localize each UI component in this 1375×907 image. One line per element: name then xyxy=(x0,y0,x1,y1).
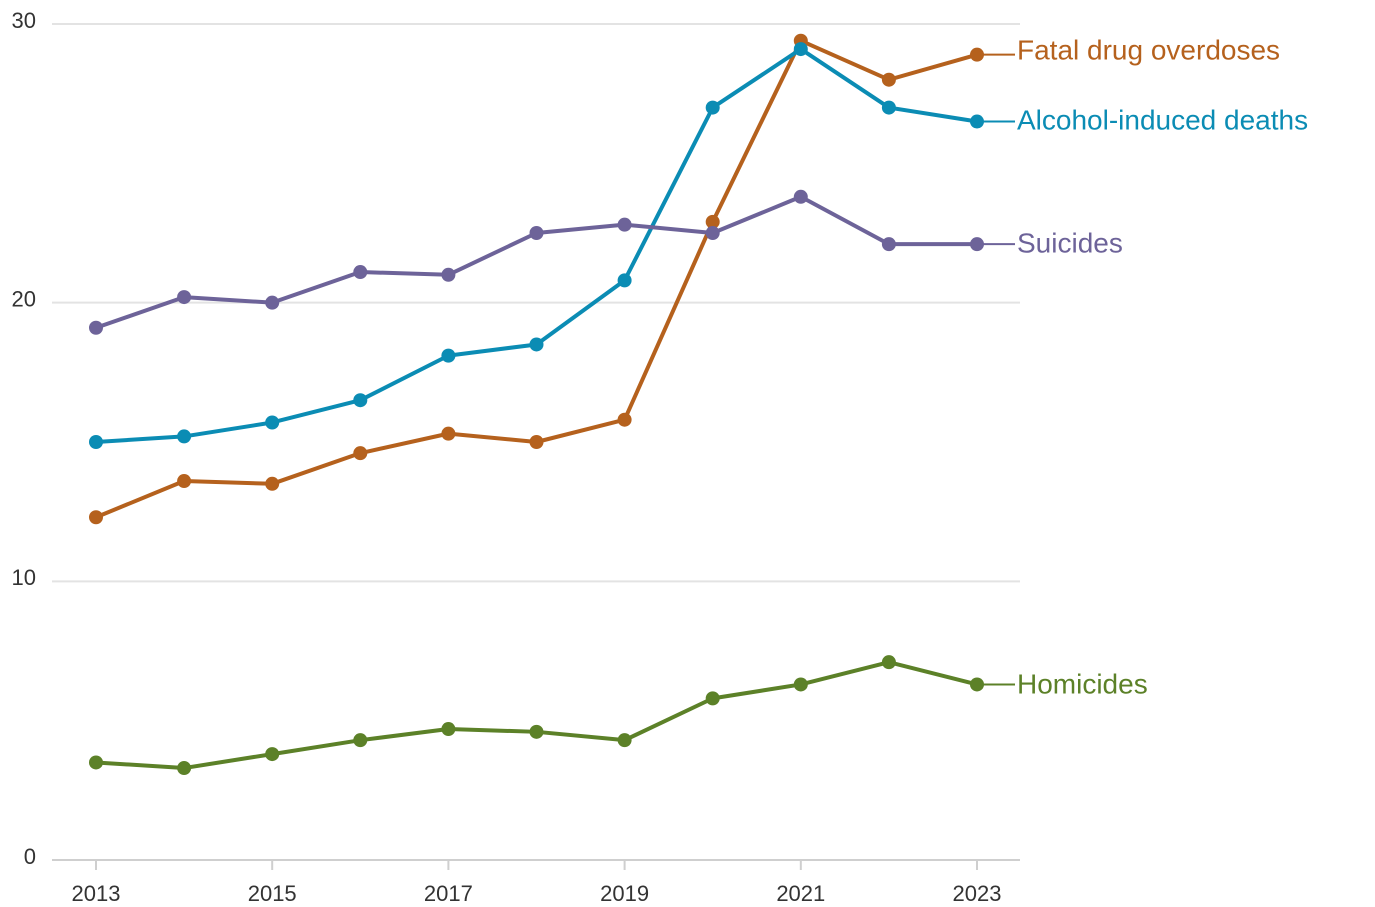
data-point xyxy=(265,415,280,430)
series-label: Fatal drug overdoses xyxy=(1017,34,1280,65)
data-point xyxy=(529,337,544,352)
data-point xyxy=(881,237,896,252)
data-point xyxy=(529,226,544,240)
x-tick-label: 2019 xyxy=(600,881,649,906)
series-line xyxy=(94,194,979,330)
data-point xyxy=(89,435,103,449)
x-tick-label: 2013 xyxy=(72,881,121,906)
data-point xyxy=(353,446,368,461)
data-point xyxy=(353,393,368,408)
data-point xyxy=(705,691,720,706)
data-point xyxy=(970,237,984,252)
x-tick-label: 2017 xyxy=(424,881,473,906)
data-point xyxy=(793,42,808,57)
data-point xyxy=(353,733,368,748)
data-point xyxy=(881,72,896,87)
y-tick-label: 30 xyxy=(12,8,36,33)
data-point xyxy=(441,267,456,282)
series-fatal-drug-overdoses xyxy=(89,33,984,525)
data-point xyxy=(705,226,720,240)
data-point xyxy=(705,214,720,229)
data-point xyxy=(970,114,984,129)
y-tick-label: 0 xyxy=(24,844,36,869)
gridlines xyxy=(52,23,1020,861)
data-point xyxy=(970,677,984,692)
data-point xyxy=(89,320,103,335)
data-point xyxy=(89,510,103,525)
series-label: Alcohol-induced deaths xyxy=(1017,104,1308,135)
data-point xyxy=(441,426,456,441)
axes: 0 10 20 30 2013 2015 2017 2019 2021 2023 xyxy=(12,8,1002,906)
data-point xyxy=(881,100,896,115)
data-point xyxy=(353,265,368,280)
data-point xyxy=(617,412,632,427)
series-line xyxy=(94,47,979,444)
data-point xyxy=(529,724,544,739)
data-point xyxy=(793,677,808,692)
data-point xyxy=(177,761,192,776)
data-point xyxy=(970,47,984,62)
data-point xyxy=(89,755,103,770)
y-tick-label: 20 xyxy=(12,286,36,311)
x-tick-label: 2023 xyxy=(953,881,1002,906)
series-alcohol-induced-deaths xyxy=(89,42,984,449)
x-tick-label: 2015 xyxy=(248,881,297,906)
series-line xyxy=(94,660,979,771)
data-point xyxy=(177,290,192,305)
data-point xyxy=(617,217,632,232)
data-point xyxy=(265,295,280,310)
series-lines xyxy=(89,33,984,776)
data-point xyxy=(177,474,192,489)
data-point xyxy=(705,100,720,115)
series-homicides xyxy=(89,655,984,776)
data-point xyxy=(793,189,808,204)
series-labels: Fatal drug overdoses Alcohol-induced deat… xyxy=(983,34,1308,699)
data-point xyxy=(265,476,280,491)
series-label: Suicides xyxy=(1017,227,1123,258)
data-point xyxy=(441,722,456,737)
x-tick-label: 2021 xyxy=(776,881,825,906)
data-point xyxy=(617,273,632,288)
y-tick-label: 10 xyxy=(12,565,36,590)
data-point xyxy=(265,747,280,762)
data-point xyxy=(177,429,192,444)
data-point xyxy=(881,655,896,670)
data-point xyxy=(441,348,456,363)
series-suicides xyxy=(89,189,984,335)
data-point xyxy=(529,435,544,449)
series-label: Homicides xyxy=(1017,668,1148,699)
data-point xyxy=(617,733,632,748)
